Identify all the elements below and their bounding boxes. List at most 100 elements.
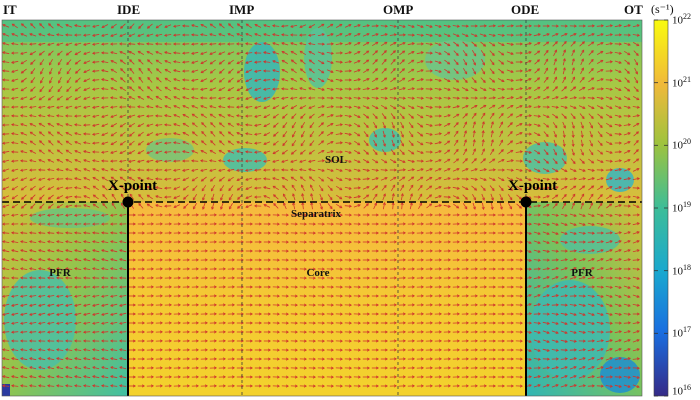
flow-arrow [533,249,541,253]
flow-arrow-head [227,140,231,144]
flow-arrow [391,130,395,138]
flow-arrow [38,115,46,117]
flow-arrow-head [402,330,406,334]
flow-arrow-head [150,303,154,307]
flow-arrow [480,41,486,47]
flow-arrow-head [636,168,640,171]
flow-arrow-head [429,294,433,298]
flow-arrow-head [571,152,575,156]
flow-arrow-head [56,213,60,217]
flow-arrow-head [110,249,114,253]
flow-arrow-head [636,321,640,325]
flow-arrow [219,23,225,29]
flow-arrow [128,33,136,37]
flow-arrow [416,113,424,119]
flow-arrow-head [300,143,304,147]
flow-arrow-head [146,151,150,154]
flow-arrow [219,122,225,128]
flow-arrow [597,149,603,155]
flow-arrow-head [56,23,60,27]
flow-arrow-head [294,321,298,325]
flow-arrow-head [119,330,123,334]
flow-arrow [281,69,289,73]
flow-arrow-head [483,231,487,235]
flow-arrow [389,176,397,182]
flow-arrow [56,241,64,243]
flow-arrow-head [299,87,303,91]
flow-arrow-head [137,133,141,137]
flow-arrow-head [510,330,514,334]
flow-arrow-head [483,294,487,298]
flow-arrow-head [58,71,61,75]
flow-arrow-head [137,159,141,163]
flow-arrow-head [74,195,78,199]
flow-arrow-head [519,258,523,262]
flow-arrow-head [636,122,640,126]
flow-arrow-head [141,222,145,226]
flow-arrow-head [582,213,586,217]
flow-arrow-head [581,41,585,45]
flow-arrow [29,150,37,154]
flow-arrow [632,240,640,244]
flow-arrow-head [581,193,585,197]
flow-arrow-head [618,231,622,235]
flow-arrow [597,60,603,64]
flow-arrow-head [402,50,406,54]
flow-arrow-head [472,130,476,134]
flow-arrow [164,60,172,64]
flow-arrow-head [236,187,240,191]
flow-arrow-head [618,312,622,316]
flow-arrow-head [447,267,451,271]
flow-arrow [362,168,370,172]
flow-arrow-head [191,51,195,55]
flow-arrow-head [447,131,451,135]
flow-arrow-head [429,240,433,244]
flow-arrow [452,168,460,172]
flow-arrow-head [146,51,150,54]
flow-arrow [173,177,181,181]
flow-arrow-head [182,159,186,163]
flow-arrow [561,158,567,164]
flow-arrow-head [200,178,204,182]
flow-arrow-head [29,42,33,46]
flow-arrow-head [483,158,486,162]
flow-arrow-head [447,158,451,162]
flow-arrow-head [330,33,334,37]
flow-arrow-head [11,267,15,271]
flow-arrow-head [519,168,523,172]
flow-arrow-head [141,285,145,289]
flow-arrow [471,158,477,164]
flow-arrow [308,87,316,91]
flow-arrow-head [222,240,226,244]
flow-arrow [596,69,604,73]
flow-arrow-head [429,96,433,100]
flow-arrow [74,159,82,163]
flow-arrow [569,276,577,280]
flow-arrow [588,149,594,155]
flow-arrow-head [411,24,415,28]
flow-arrow-head [66,71,70,75]
flow-arrow [434,60,442,64]
flow-arrow-head [159,276,163,280]
flow-arrow-head [383,116,387,120]
flow-arrow [146,105,154,109]
flow-arrow [210,122,216,128]
flow-arrow [596,286,604,288]
flow-arrow [461,33,469,37]
flow-arrow-head [299,50,303,54]
flow-arrow [632,330,640,334]
flow-arrow-head [102,203,106,206]
flow-arrow-head [357,258,361,262]
flow-arrow-head [492,87,496,91]
flow-arrow [193,203,197,209]
flow-arrow-head [294,312,298,316]
flow-arrow [183,185,189,191]
flow-arrow-head [195,222,199,226]
flow-arrow-head [375,87,379,91]
flow-arrow-head [420,24,424,28]
flow-arrow-head [339,159,343,163]
flow-arrow [605,286,613,288]
flow-arrow-head [38,222,42,226]
flow-arrow-head [173,141,177,145]
flow-arrow [65,268,73,270]
